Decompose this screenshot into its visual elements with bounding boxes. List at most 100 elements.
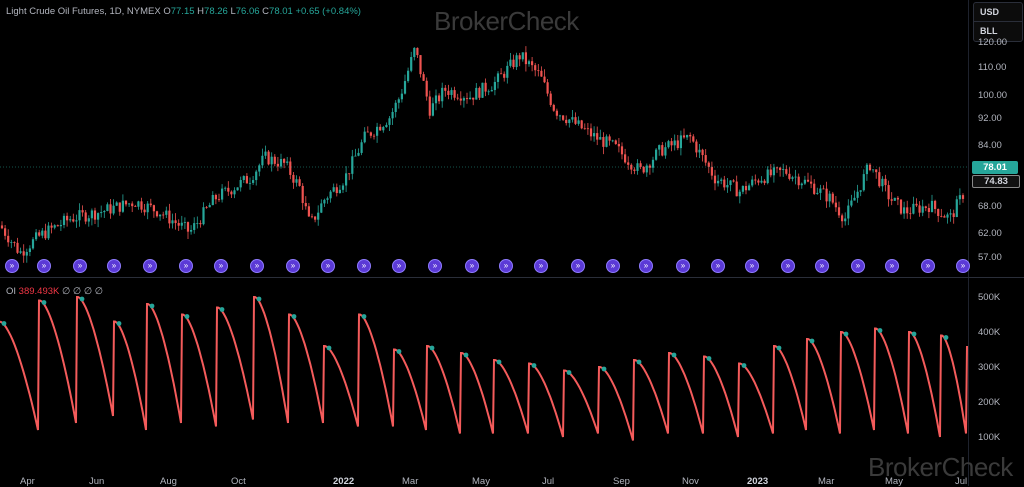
candle-body	[326, 198, 329, 200]
candle-body	[38, 232, 41, 236]
candle-body	[493, 81, 496, 91]
roll-forward-icon[interactable]: »	[534, 259, 548, 273]
roll-forward-icon[interactable]: »	[107, 259, 121, 273]
roll-forward-icon[interactable]: »	[357, 259, 371, 273]
candle-body	[202, 207, 205, 225]
candle-body	[955, 199, 958, 218]
roll-forward-icon[interactable]: »	[921, 259, 935, 273]
candle-body	[211, 194, 214, 206]
candle-body	[961, 195, 965, 199]
roll-forward-icon[interactable]: »	[606, 259, 620, 273]
roll-forward-icon[interactable]: »	[428, 259, 442, 273]
roll-forward-icon[interactable]: »	[73, 259, 87, 273]
candle-body	[90, 210, 93, 219]
roll-forward-icon[interactable]: »	[321, 259, 335, 273]
candle-body	[651, 159, 655, 168]
roll-forward-icon[interactable]: »	[885, 259, 899, 273]
candle-body	[605, 136, 608, 147]
candle-body	[608, 136, 611, 141]
roll-forward-icon[interactable]: »	[815, 259, 829, 273]
price-tick: 92.00	[978, 113, 1002, 124]
candle-body	[50, 225, 53, 228]
candle-body	[180, 222, 183, 226]
x-label: Aug	[160, 476, 177, 487]
roll-forward-icon[interactable]: »	[781, 259, 795, 273]
roll-forward-icon[interactable]: »	[676, 259, 690, 273]
price-axis-border	[968, 0, 969, 486]
candle-body	[754, 179, 757, 181]
candle-body	[103, 211, 106, 213]
unit-label[interactable]: BLL	[974, 21, 1022, 40]
oi-peak-marker	[809, 338, 815, 344]
candle-body	[549, 93, 552, 105]
candle-body	[236, 187, 239, 191]
candle-body	[865, 164, 868, 175]
candle-body	[617, 143, 620, 147]
candle-body	[872, 169, 875, 171]
roll-forward-icon[interactable]: »	[711, 259, 725, 273]
candle-body	[546, 82, 549, 94]
high-value: 78.26	[204, 6, 228, 17]
candle-body	[484, 82, 487, 92]
candle-body	[589, 128, 593, 137]
candle-body	[927, 208, 930, 212]
candle-body	[292, 174, 295, 183]
candle-body	[16, 242, 19, 253]
roll-forward-icon[interactable]: »	[499, 259, 513, 273]
roll-forward-icon[interactable]: »	[37, 259, 51, 273]
units-selector[interactable]: USD BLL	[973, 2, 1023, 42]
pane-divider[interactable]	[0, 277, 1024, 278]
oi-peak-marker	[326, 345, 332, 351]
roll-forward-icon[interactable]: »	[851, 259, 865, 273]
candle-body	[264, 151, 267, 156]
candle-body	[540, 70, 543, 77]
roll-forward-icon[interactable]: »	[214, 259, 228, 273]
candle-body	[227, 187, 230, 192]
currency-label[interactable]: USD	[980, 7, 1000, 17]
candle-body	[410, 57, 413, 71]
candle-body	[407, 70, 410, 82]
candle-body	[912, 203, 915, 214]
candle-body	[478, 87, 481, 98]
roll-forward-icon[interactable]: »	[5, 259, 19, 273]
candle-body	[428, 96, 431, 116]
candle-body	[190, 229, 193, 232]
candle-body	[75, 220, 78, 222]
candle-body	[946, 214, 949, 218]
candle-body	[258, 165, 261, 172]
oi-tick: 500K	[978, 292, 1001, 303]
candle-body	[726, 185, 729, 188]
price-tick: 100.00	[978, 90, 1008, 101]
roll-forward-icon[interactable]: »	[179, 259, 193, 273]
roll-forward-icon[interactable]: »	[465, 259, 479, 273]
candle-body	[87, 218, 90, 222]
candle-body	[503, 73, 506, 78]
candle-body	[208, 205, 211, 208]
roll-forward-icon[interactable]: »	[956, 259, 970, 273]
x-label: Oct	[231, 476, 246, 487]
candle-body	[317, 212, 320, 220]
roll-forward-icon[interactable]: »	[745, 259, 759, 273]
candle-body	[729, 180, 732, 186]
candle-body	[394, 102, 397, 112]
candle-body	[850, 200, 853, 206]
roll-forward-icon[interactable]: »	[143, 259, 157, 273]
candle-body	[310, 216, 314, 218]
candle-body	[664, 147, 667, 156]
candle-body	[193, 223, 196, 230]
oi-label-text: OI	[6, 286, 17, 297]
candle-body	[348, 173, 351, 175]
roll-forward-icon[interactable]: »	[250, 259, 264, 273]
price-tick: 57.00	[978, 252, 1002, 263]
candle-body	[93, 210, 97, 220]
candle-body	[810, 181, 813, 184]
roll-forward-icon[interactable]: »	[286, 259, 300, 273]
candle-body	[949, 213, 952, 215]
candle-body	[738, 191, 741, 197]
candle-body	[853, 197, 856, 201]
roll-forward-icon[interactable]: »	[392, 259, 406, 273]
roll-forward-icon[interactable]: »	[639, 259, 653, 273]
roll-forward-icon[interactable]: »	[571, 259, 585, 273]
candle-body	[199, 223, 202, 225]
